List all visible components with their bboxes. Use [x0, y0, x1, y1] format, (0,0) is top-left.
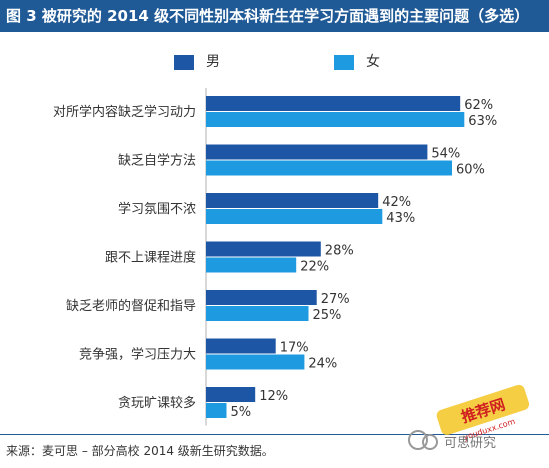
data-label: 17%: [280, 341, 309, 356]
category-label: 竞争强，学习压力大: [79, 347, 196, 363]
plot-area: 对所学内容缺乏学习动力 62% 63% 缺乏自学方法 54% 60% 学习氛围不浓 42% 43…: [0, 88, 549, 428]
data-label: 63%: [468, 114, 497, 129]
data-label: 12%: [259, 389, 288, 404]
data-label: 28%: [325, 244, 354, 259]
legend: 男 女: [0, 54, 549, 74]
legend-item-female: 女: [334, 54, 380, 70]
legend-item-male: 男: [174, 54, 220, 70]
bar: [206, 241, 321, 257]
bar: [206, 160, 452, 176]
legend-swatch-female: [334, 54, 354, 70]
data-label: 27%: [321, 292, 350, 307]
bar: [206, 193, 379, 208]
bar: [206, 387, 256, 402]
bar: [206, 112, 465, 127]
bar: [206, 354, 305, 370]
bar-chart: 对所学内容缺乏学习动力 62%63% 缺乏自学方法 54%60% 学习氛围不浓 42%43…: [53, 88, 497, 426]
data-label: 43%: [386, 211, 415, 226]
bar: [206, 338, 276, 354]
bar: [206, 144, 428, 160]
data-label: 5%: [231, 405, 252, 420]
bar: [206, 290, 317, 305]
data-label: 60%: [456, 163, 485, 178]
category-label: 缺乏自学方法: [118, 153, 196, 169]
data-label: 62%: [464, 98, 493, 113]
category-label: 贪玩旷课较多: [118, 395, 196, 411]
bar: [206, 306, 309, 321]
category-label: 跟不上课程进度: [105, 250, 196, 266]
data-label: 24%: [308, 357, 337, 372]
data-label: 54%: [431, 147, 460, 162]
bar: [206, 209, 383, 224]
chart-title: 图 3 被研究的 2014 级不同性别本科新生在学习方面遇到的主要问题（多选）: [0, 0, 549, 32]
data-label: 42%: [382, 195, 411, 210]
source-note: 来源：麦可思 – 部分高校 2014 级新生研究数据。: [6, 444, 274, 458]
category-label: 学习氛围不浓: [118, 201, 196, 217]
bar: [206, 257, 297, 273]
category-label: 对所学内容缺乏学习动力: [53, 104, 196, 120]
legend-swatch-male: [174, 54, 194, 70]
bar: [206, 403, 227, 418]
footer-divider: [0, 434, 549, 435]
data-label: 22%: [300, 260, 329, 275]
bar: [206, 96, 461, 111]
legend-label-male: 男: [206, 54, 220, 70]
legend-label-female: 女: [366, 54, 380, 70]
category-label: 缺乏老师的督促和指导: [66, 298, 196, 314]
data-label: 25%: [313, 308, 342, 323]
